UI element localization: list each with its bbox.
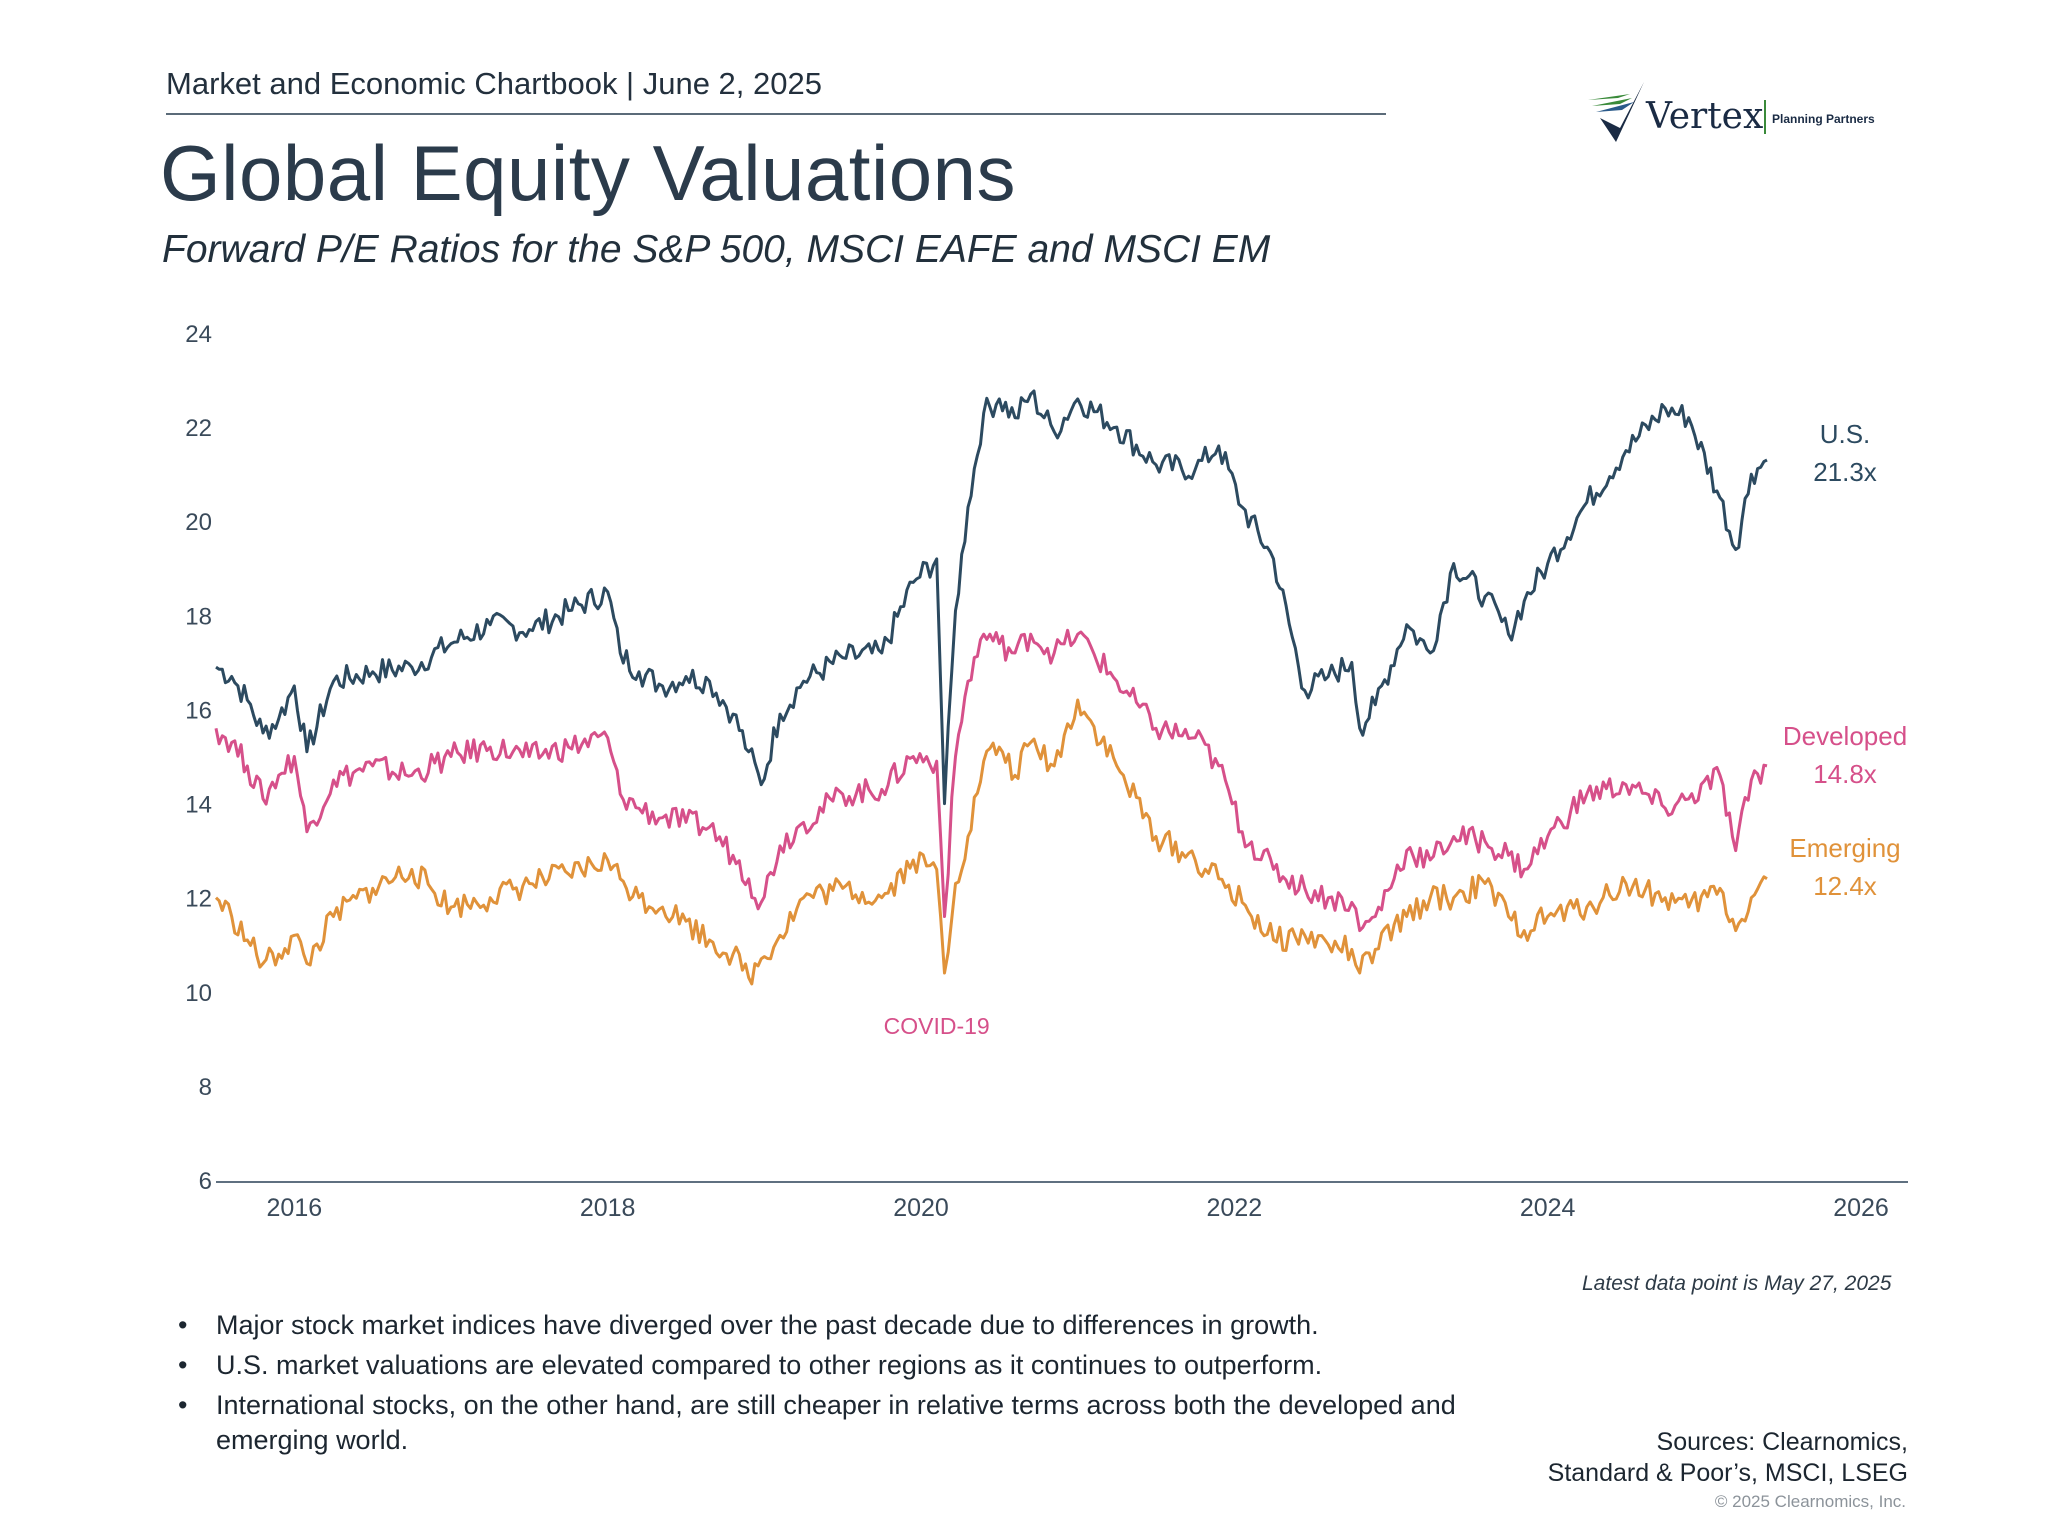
x-tick-label: 2024 (1520, 1194, 1576, 1222)
y-tick-label: 8 (199, 1074, 212, 1101)
bullet-item: • Major stock market indices have diverge… (178, 1308, 1508, 1343)
vertex-logo-mark-icon (1588, 82, 1644, 142)
y-tick-label: 6 (199, 1168, 212, 1195)
covid-annotation: COVID-19 (884, 1013, 990, 1039)
x-tick-label: 2016 (267, 1194, 323, 1222)
bullet-list: • Major stock market indices have diverge… (178, 1308, 1508, 1463)
emerging-end-label-value: 12.4x (1813, 871, 1877, 901)
vertex-logo: Vertex Planning Partners (1586, 80, 1886, 150)
y-tick-label: 10 (185, 980, 212, 1007)
y-tick-label: 22 (185, 415, 212, 442)
header-divider (166, 113, 1386, 115)
bullet-item: • International stocks, on the other hand… (178, 1390, 1456, 1455)
y-tick-label: 12 (185, 886, 212, 913)
bullet-dot: • (178, 1310, 188, 1340)
y-tick-label: 14 (185, 792, 212, 819)
bullet-item: • U.S. market valuations are elevated com… (178, 1348, 1508, 1383)
us-end-label-value: 21.3x (1813, 457, 1877, 487)
page-subtitle: Forward P/E Ratios for the S&P 500, MSCI… (162, 228, 1271, 271)
x-tick-label: 2026 (1833, 1194, 1889, 1222)
logo-tagline: Planning Partners (1772, 112, 1875, 126)
bullet-dot: • (178, 1350, 188, 1380)
y-tick-label: 24 (185, 321, 212, 348)
y-tick-label: 18 (185, 603, 212, 630)
bullet-dot: • (178, 1390, 188, 1420)
chartbook-header: Market and Economic Chartbook | June 2, … (166, 66, 822, 101)
logo-wordmark: Vertex (1646, 96, 1764, 137)
x-tick-label: 2018 (580, 1194, 636, 1222)
us-series-line (215, 389, 1768, 806)
latest-data-note: Latest data point is May 27, 2025 (1582, 1272, 1892, 1295)
emerging-series-line (214, 698, 1768, 986)
x-tick-label: 2020 (893, 1194, 949, 1222)
x-tick-label: 2022 (1207, 1194, 1263, 1222)
developed-end-label-value: 14.8x (1813, 759, 1877, 789)
us-end-label-name: U.S. (1820, 419, 1871, 449)
y-tick-label: 16 (185, 697, 212, 724)
logo-divider (1764, 100, 1766, 134)
emerging-end-label-name: Emerging (1789, 833, 1900, 863)
y-tick-label: 20 (185, 509, 212, 536)
sources: Sources: Clearnomics, Standard & Poor’s,… (1547, 1428, 1908, 1487)
developed-end-label-name: Developed (1783, 721, 1907, 751)
copyright: © 2025 Clearnomics, Inc. (1714, 1492, 1906, 1511)
page-title: Global Equity Valuations (160, 129, 1017, 217)
developed-series-line (214, 628, 1768, 933)
